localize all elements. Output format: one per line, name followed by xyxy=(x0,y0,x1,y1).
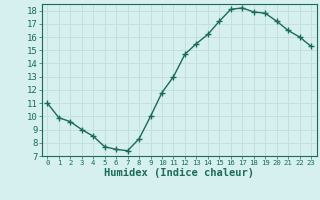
X-axis label: Humidex (Indice chaleur): Humidex (Indice chaleur) xyxy=(104,168,254,178)
